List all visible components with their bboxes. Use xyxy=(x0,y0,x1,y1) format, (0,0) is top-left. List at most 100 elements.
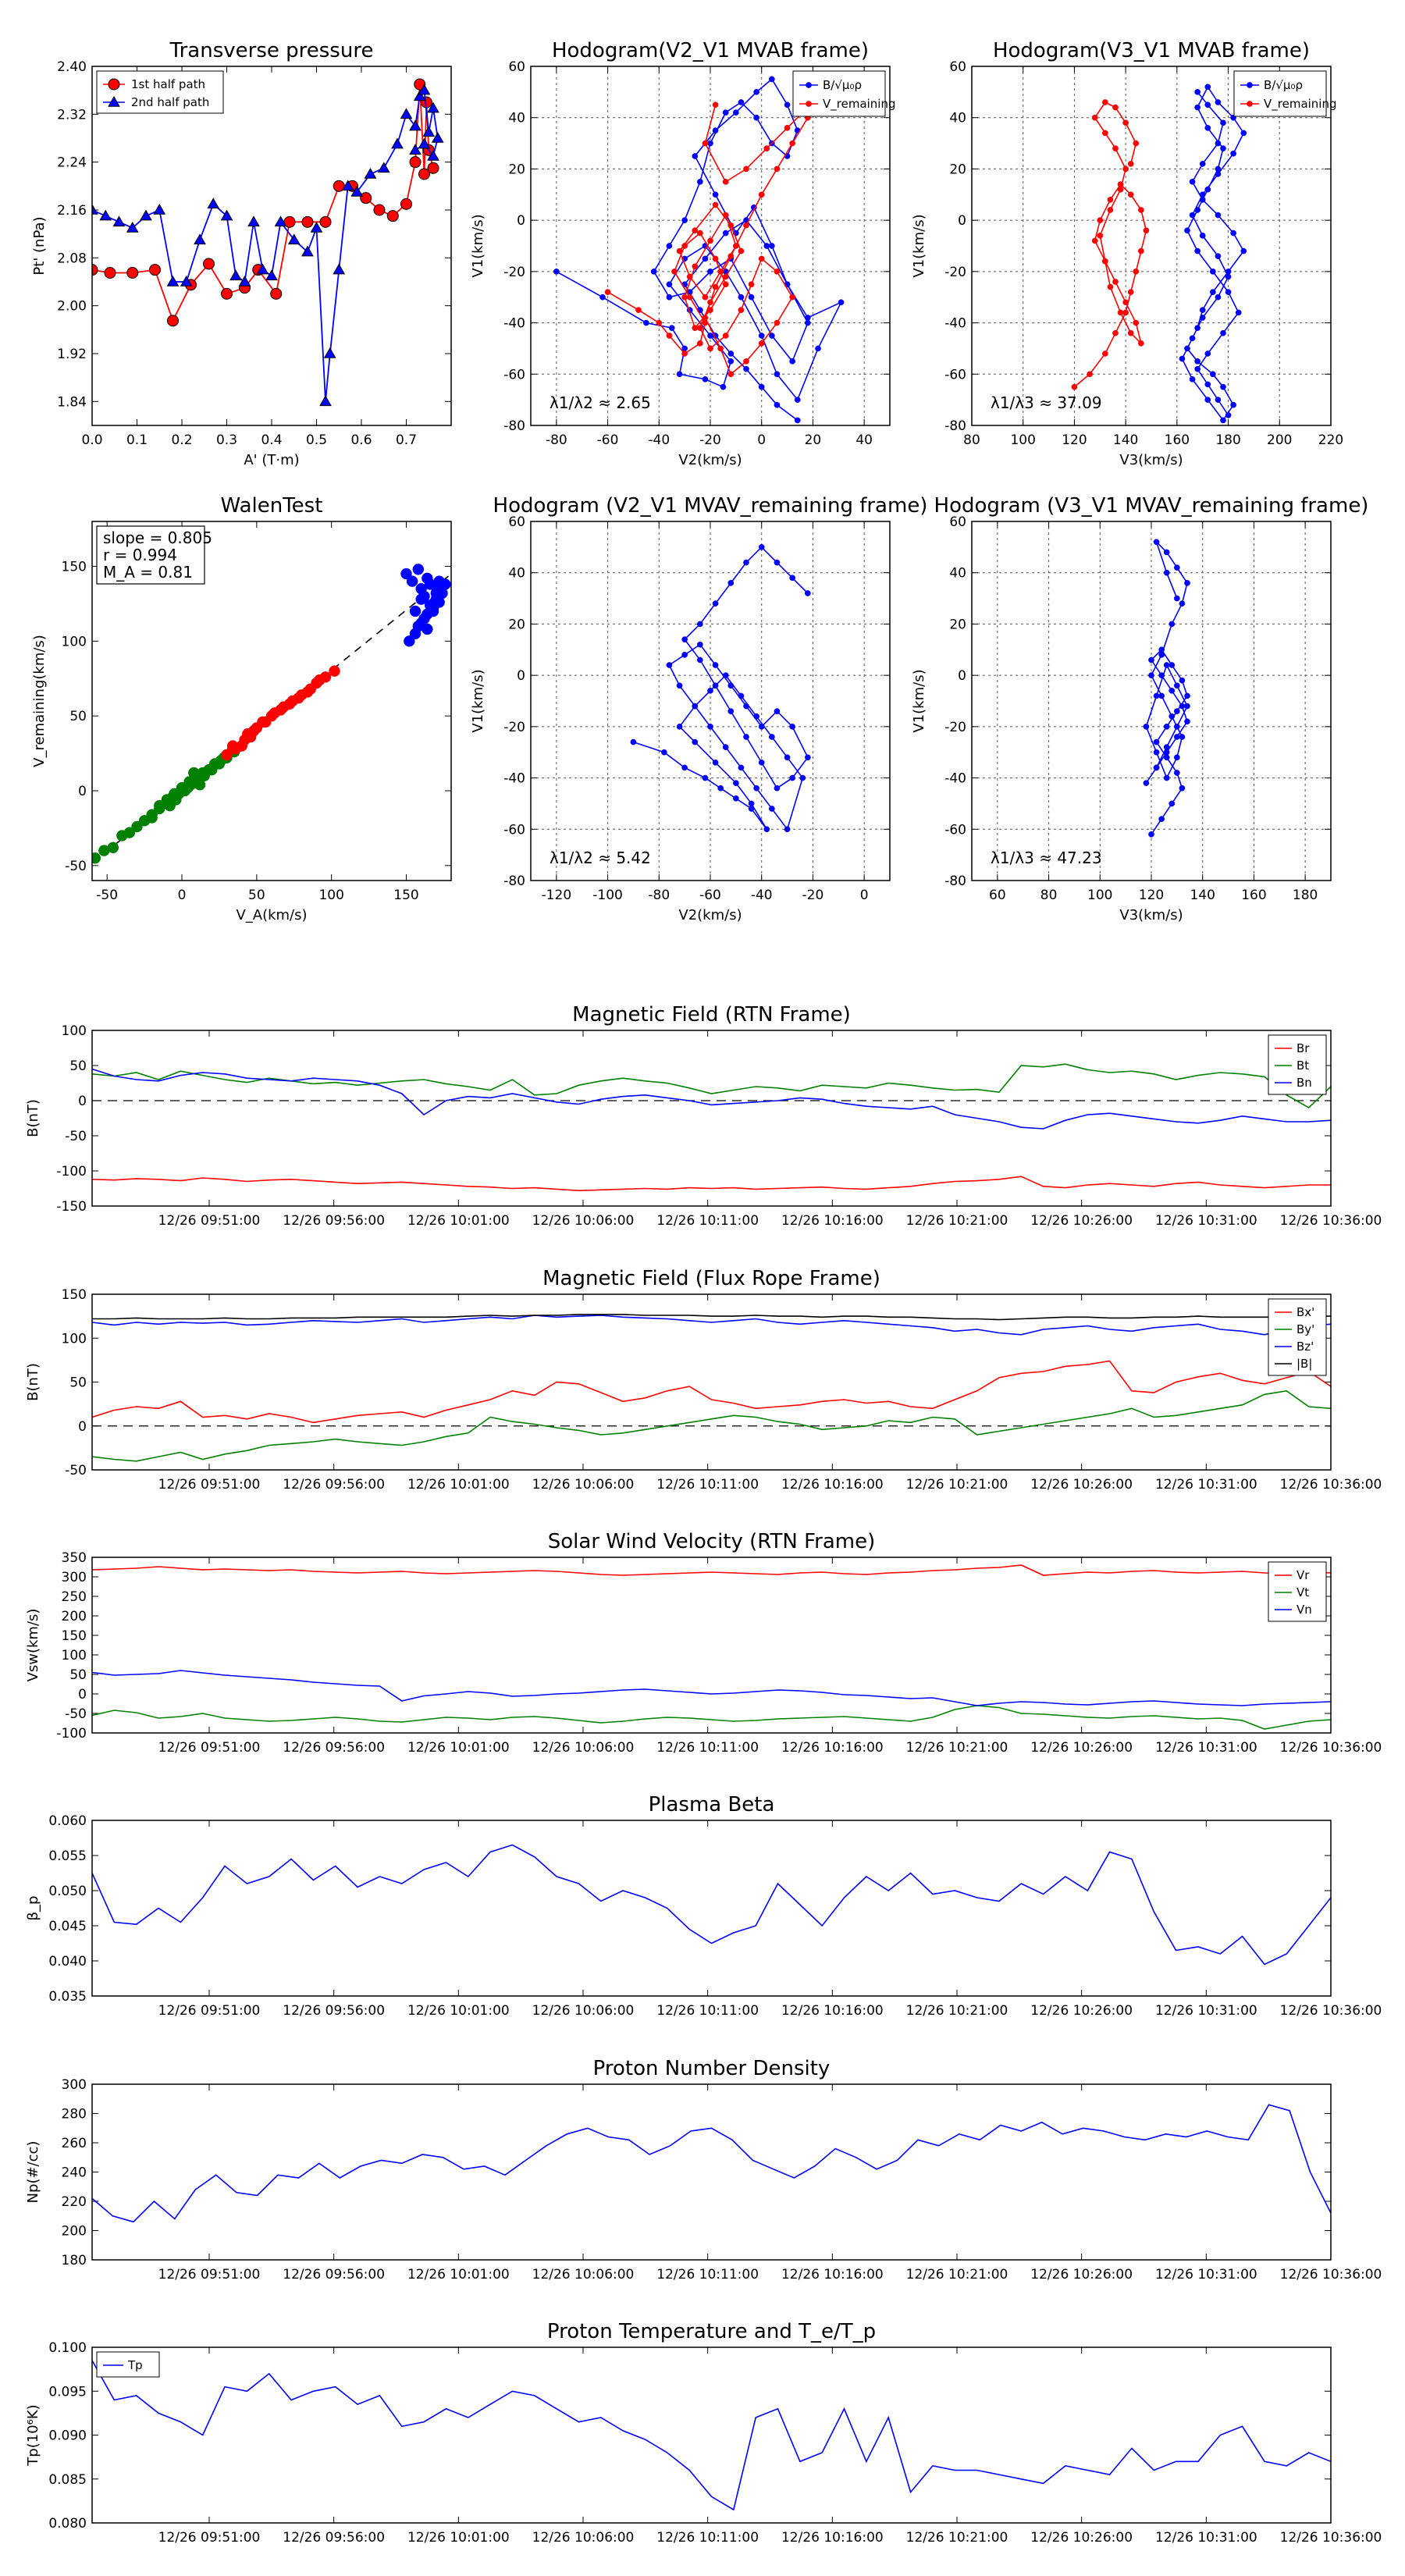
y-tick-label: -20 xyxy=(944,265,966,280)
data-point xyxy=(666,294,673,301)
x-tick-label: 12/26 10:11:00 xyxy=(656,2267,759,2282)
data-point xyxy=(692,703,699,710)
data-marker xyxy=(238,275,251,286)
legend-box xyxy=(96,2351,160,2378)
data-point xyxy=(774,559,781,566)
data-point xyxy=(1107,283,1114,290)
data-point xyxy=(712,191,719,198)
data-point xyxy=(784,826,791,833)
data-point xyxy=(1148,656,1154,664)
data-point xyxy=(681,294,688,301)
data-point xyxy=(805,315,811,321)
data-point xyxy=(1153,539,1160,546)
data-marker xyxy=(409,119,422,131)
series-beta xyxy=(92,1844,1331,1966)
chart-title: Magnetic Field (Flux Rope Frame) xyxy=(542,1267,880,1290)
y-tick-label: -60 xyxy=(944,822,966,838)
y-tick-label: 2.32 xyxy=(57,107,87,123)
data-point xyxy=(1158,672,1165,678)
y-tick-label: 300 xyxy=(62,2077,87,2093)
data-marker xyxy=(104,267,116,279)
x-axis-label: V_A(km/s) xyxy=(236,907,307,923)
y-tick-label: -60 xyxy=(503,822,525,838)
data-point xyxy=(131,820,143,833)
x-tick-label: 0.7 xyxy=(396,432,417,448)
series-np xyxy=(92,2104,1331,2223)
legend-label: Bn xyxy=(1297,1076,1312,1090)
data-point xyxy=(427,605,439,617)
data-point xyxy=(1168,688,1176,694)
data-point xyxy=(1158,652,1165,658)
data-point xyxy=(722,281,729,288)
data-point xyxy=(329,665,340,677)
plot-frame xyxy=(91,521,452,881)
stats-box xyxy=(96,525,205,585)
data-marker xyxy=(92,264,98,276)
x-tick-label: 12/26 09:51:00 xyxy=(158,1740,261,1756)
data-marker xyxy=(301,245,314,257)
data-marker xyxy=(414,78,426,91)
data-point xyxy=(743,559,749,566)
series-v xyxy=(630,544,811,833)
data-point xyxy=(1179,600,1186,607)
eigenvalue-ratio-label: λ1/λ2 ≈ 2.65 xyxy=(550,393,651,412)
stats-line: r = 0.994 xyxy=(103,546,177,564)
data-point xyxy=(1133,140,1140,147)
x-tick-label: 12/26 10:06:00 xyxy=(532,1477,635,1493)
data-marker xyxy=(341,180,354,191)
data-point xyxy=(439,578,451,590)
series-line xyxy=(92,1176,1331,1192)
data-point xyxy=(1184,692,1190,699)
data-point xyxy=(1194,247,1200,254)
x-tick-label: 12/26 10:16:00 xyxy=(781,1477,884,1493)
data-point xyxy=(722,109,729,116)
data-point xyxy=(722,672,729,678)
data-point xyxy=(758,544,765,550)
legend-label: Br xyxy=(1297,1041,1310,1055)
data-point xyxy=(1199,315,1206,321)
data-point xyxy=(661,749,667,756)
data-point xyxy=(789,774,795,781)
data-point xyxy=(727,371,735,378)
y-tick-label: -40 xyxy=(503,771,525,787)
x-tick-label: 12/26 10:11:00 xyxy=(656,1740,759,1756)
x-tick-label: 12/26 10:36:00 xyxy=(1280,1477,1382,1493)
series-bn xyxy=(92,1068,1331,1130)
y-tick-label: -80 xyxy=(503,418,525,434)
legend-label: V_remaining xyxy=(823,97,896,112)
y-tick-label: 150 xyxy=(62,1287,87,1303)
x-tick-label: 12/26 10:36:00 xyxy=(1280,1740,1382,1756)
x-tick-label: 0.0 xyxy=(81,432,102,448)
data-point xyxy=(789,140,795,147)
data-point xyxy=(738,764,745,771)
series-tp xyxy=(92,2360,1331,2511)
data-point xyxy=(1220,119,1226,126)
y-tick-label: 0 xyxy=(958,668,966,684)
legend-label: Vn xyxy=(1297,1603,1312,1617)
data-point xyxy=(1235,309,1242,316)
data-point xyxy=(304,683,317,695)
panel-proton-temperature: Proton Temperature and T_e/T_p 0.080 0.085… xyxy=(25,2320,1382,2546)
series-vn xyxy=(92,1670,1331,1706)
data-marker xyxy=(180,275,193,286)
x-tick-label: 12/26 10:01:00 xyxy=(407,1477,510,1493)
data-point xyxy=(404,635,415,647)
data-point xyxy=(1168,800,1176,807)
series-by- xyxy=(92,1389,1331,1462)
series-br xyxy=(92,1176,1331,1192)
data-point xyxy=(748,281,755,288)
x-tick-label: 12/26 10:21:00 xyxy=(906,1740,1008,1756)
data-point xyxy=(1122,309,1129,316)
x-tick-label: 200 xyxy=(1267,432,1292,448)
series-line xyxy=(92,1063,1331,1108)
x-tick-label: 160 xyxy=(1241,888,1266,903)
x-tick-label: -120 xyxy=(542,888,572,903)
data-point xyxy=(702,376,709,382)
data-point xyxy=(702,774,709,781)
data-point xyxy=(1174,770,1180,776)
data-marker xyxy=(409,144,422,155)
data-point xyxy=(1158,646,1165,653)
data-point xyxy=(1107,207,1114,213)
series-vr xyxy=(92,1564,1331,1576)
data-point xyxy=(1225,269,1232,275)
